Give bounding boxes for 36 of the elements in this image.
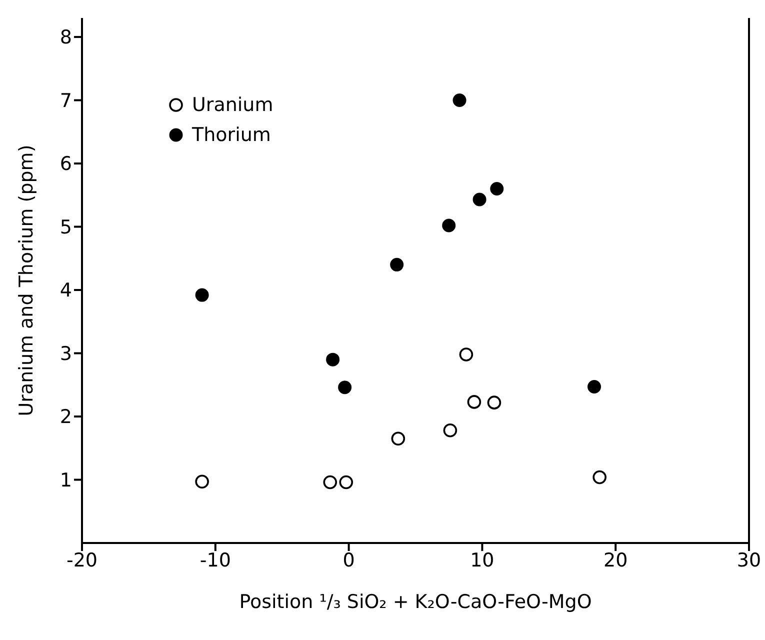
point bbox=[588, 380, 602, 394]
point bbox=[467, 395, 482, 409]
x-tick-label: 10 bbox=[470, 549, 494, 572]
point bbox=[472, 192, 486, 206]
legend-label: Uranium bbox=[192, 93, 274, 118]
x-tick-label: 30 bbox=[736, 549, 762, 572]
x-tick-label: 0 bbox=[342, 549, 355, 572]
point bbox=[339, 475, 354, 490]
y-tick-label: 2 bbox=[60, 406, 72, 428]
x-axis-title: Position ¹/₃ SiO₂ + K₂O-CaO-FeO-MgO bbox=[239, 591, 592, 613]
point bbox=[452, 93, 466, 107]
legend-label: Thorium bbox=[192, 123, 271, 148]
y-tick-label: 3 bbox=[60, 342, 72, 365]
y-tick-label: 6 bbox=[60, 153, 72, 176]
point bbox=[592, 470, 606, 484]
point bbox=[487, 396, 502, 410]
y-tick-label: 1 bbox=[60, 469, 72, 492]
point bbox=[195, 288, 209, 302]
x-tick-label: -20 bbox=[66, 549, 98, 572]
point bbox=[442, 218, 456, 232]
y-tick-label: 7 bbox=[60, 90, 72, 112]
point bbox=[490, 182, 504, 196]
point bbox=[390, 258, 404, 272]
x-tick-label: -10 bbox=[200, 549, 231, 572]
point bbox=[195, 474, 209, 489]
y-tick-label: 8 bbox=[60, 26, 72, 49]
point bbox=[326, 352, 340, 366]
y-axis-title: Uranium and Thorium (ppm) bbox=[16, 144, 38, 416]
y-tick-label: 4 bbox=[60, 280, 72, 302]
point bbox=[323, 475, 338, 490]
x-tick-label: 20 bbox=[604, 549, 628, 572]
point bbox=[338, 380, 352, 394]
y-tick-label: 5 bbox=[60, 216, 72, 238]
point bbox=[459, 348, 474, 362]
point bbox=[391, 432, 406, 446]
point bbox=[443, 424, 458, 438]
